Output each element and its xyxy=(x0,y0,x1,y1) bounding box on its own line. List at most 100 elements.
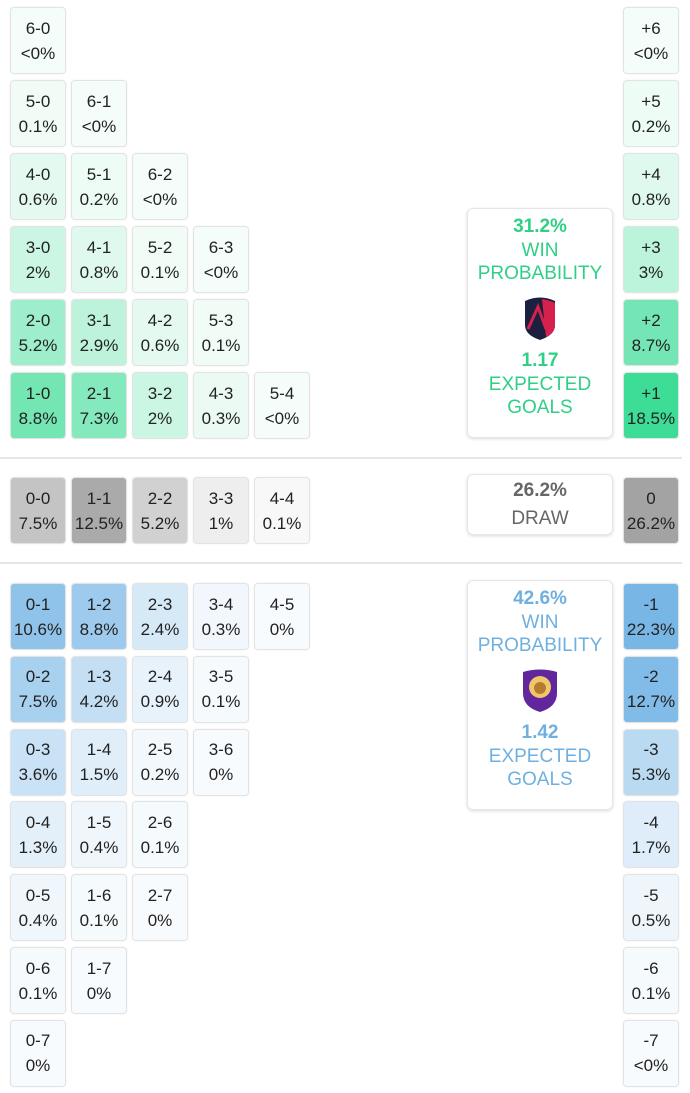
score-label: 4-1 xyxy=(86,237,112,257)
score-cell: 3-5 0.1% xyxy=(193,655,249,723)
score-label: +1 xyxy=(641,383,661,403)
margin-cell: +4 0.8% xyxy=(623,153,679,220)
probability-value: 3% xyxy=(638,262,664,282)
probability-value: 0.2% xyxy=(140,765,180,785)
score-cell: 5-0 0.1% xyxy=(10,80,66,147)
probability-value: 0.1% xyxy=(140,262,180,282)
probability-value: 0.8% xyxy=(79,262,119,282)
probability-value: 8.7% xyxy=(631,335,671,355)
probability-value: 5.2% xyxy=(18,335,58,355)
score-cell: 2-3 2.4% xyxy=(132,583,188,650)
probability-value: 4.2% xyxy=(79,692,119,712)
score-label: -1 xyxy=(643,594,659,614)
score-cell: 3-3 1% xyxy=(193,477,249,544)
probability-value: 0% xyxy=(269,619,295,639)
away-win-card: 42.6% WIN PROBABILITY 1.42 EXPECTED GOAL… xyxy=(467,580,613,810)
st-louis-city-logo-icon xyxy=(525,297,555,340)
score-label: 3-5 xyxy=(208,667,234,687)
probability-value: 2% xyxy=(147,408,173,428)
score-cell: 0-6 0.1% xyxy=(10,947,66,1014)
score-cell: 1-6 0.1% xyxy=(71,874,127,942)
probability-value: 7.5% xyxy=(18,692,58,712)
score-cell: 4-0 0.6% xyxy=(10,153,66,220)
score-cell: 2-2 5.2% xyxy=(132,477,188,544)
score-cell: 0-2 7.5% xyxy=(10,655,66,723)
home-win-card: 31.2% WIN PROBABILITY 1.17 EXPECTED GOAL… xyxy=(467,208,613,438)
score-label: 2-7 xyxy=(147,885,173,905)
score-cell: 6-3 <0% xyxy=(193,226,249,293)
probability-value: 0.5% xyxy=(631,910,671,930)
probability-value: 5.3% xyxy=(631,765,671,785)
probability-value: <0% xyxy=(264,408,300,428)
probability-value: 0.1% xyxy=(201,692,241,712)
probability-label: PROBABILITY xyxy=(477,635,603,656)
probability-value: 1% xyxy=(208,513,234,533)
divider xyxy=(0,562,682,564)
probability-value: 0.4% xyxy=(18,910,58,930)
score-cell: 2-7 0% xyxy=(132,874,188,942)
margin-cell: +1 18.5% xyxy=(623,372,679,439)
score-label: 0-3 xyxy=(25,740,51,760)
score-cell: 2-1 7.3% xyxy=(71,372,127,439)
probability-value: <0% xyxy=(633,1056,669,1076)
draw-card: 26.2% DRAW xyxy=(467,474,613,535)
score-label: -7 xyxy=(643,1031,659,1051)
score-cell: 0-4 1.3% xyxy=(10,801,66,869)
score-cell: 5-1 0.2% xyxy=(71,153,127,220)
score-label: 6-1 xyxy=(86,91,112,111)
score-label: 4-4 xyxy=(269,488,295,508)
probability-value: 0.2% xyxy=(631,116,671,136)
probability-value: 10.6% xyxy=(13,619,63,639)
orlando-city-logo-icon xyxy=(523,669,557,712)
score-label: 2-2 xyxy=(147,488,173,508)
probability-value: 0.1% xyxy=(140,837,180,857)
expected-label: EXPECTED xyxy=(488,746,592,767)
score-cell: 6-0 <0% xyxy=(10,7,66,74)
margin-cell: -2 12.7% xyxy=(623,655,679,723)
score-label: 2-5 xyxy=(147,740,173,760)
score-label: 5-4 xyxy=(269,383,295,403)
score-label: -3 xyxy=(643,740,659,760)
probability-value: 7.3% xyxy=(79,408,119,428)
probability-value: 0.6% xyxy=(140,335,180,355)
probability-value: 0.9% xyxy=(140,692,180,712)
score-cell: 2-5 0.2% xyxy=(132,728,188,796)
score-cell: 2-0 5.2% xyxy=(10,299,66,366)
probability-value: 0.1% xyxy=(18,983,58,1003)
score-label: 3-0 xyxy=(25,237,51,257)
score-cell: 0-7 0% xyxy=(10,1019,66,1087)
margin-cell: -7 <0% xyxy=(623,1019,679,1087)
score-label: 6-2 xyxy=(147,164,173,184)
score-cell: 1-7 0% xyxy=(71,947,127,1014)
home-expected-goals: 1.17 xyxy=(521,350,559,371)
probability-value: 8.8% xyxy=(79,619,119,639)
score-cell: 1-0 8.8% xyxy=(10,372,66,439)
score-cell: 4-4 0.1% xyxy=(254,477,310,544)
score-label: 5-3 xyxy=(208,310,234,330)
margin-cell: 0 26.2% xyxy=(623,477,679,544)
probability-value: 0.1% xyxy=(79,910,119,930)
score-label: 0-1 xyxy=(25,594,51,614)
score-label: 5-0 xyxy=(25,91,51,111)
score-cell: 3-6 0% xyxy=(193,728,249,796)
score-label: 4-2 xyxy=(147,310,173,330)
probability-value: 5.2% xyxy=(140,513,180,533)
score-cell: 1-1 12.5% xyxy=(71,477,127,544)
probability-value: 12.7% xyxy=(626,692,676,712)
score-label: +6 xyxy=(641,18,661,38)
score-label: 5-1 xyxy=(86,164,112,184)
score-cell: 3-1 2.9% xyxy=(71,299,127,366)
divider xyxy=(0,457,682,459)
away-win-pct: 42.6% xyxy=(513,588,567,609)
score-label: 0-0 xyxy=(25,488,51,508)
probability-value: 0.3% xyxy=(201,408,241,428)
probability-value: 2.4% xyxy=(140,619,180,639)
probability-value: <0% xyxy=(203,262,239,282)
probability-value: 1.3% xyxy=(18,837,58,857)
score-cell: 4-1 0.8% xyxy=(71,226,127,293)
margin-cell: +3 3% xyxy=(623,226,679,293)
score-label: 1-6 xyxy=(86,885,112,905)
margin-cell: +6 <0% xyxy=(623,7,679,74)
probability-value: 0.1% xyxy=(201,335,241,355)
score-label: 6-3 xyxy=(208,237,234,257)
